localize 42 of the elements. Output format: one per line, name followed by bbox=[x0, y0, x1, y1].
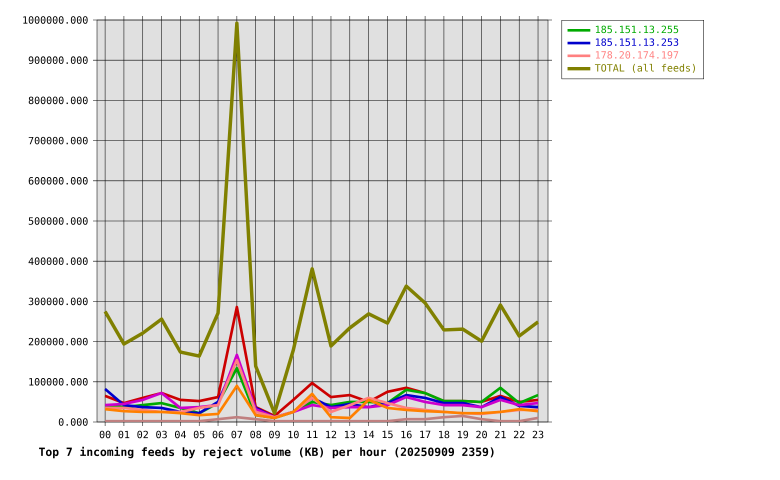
x-tick-label: 20 bbox=[476, 430, 487, 438]
x-tick-label: 01 bbox=[118, 430, 130, 438]
y-tick-label: 100000.000 bbox=[29, 378, 88, 386]
x-tick-label: 17 bbox=[420, 430, 430, 438]
y-tick-label: 500000.000 bbox=[28, 217, 88, 225]
x-tick-label: 19 bbox=[458, 430, 468, 438]
y-tick-label: 700000.000 bbox=[28, 136, 88, 144]
x-tick-label: 18 bbox=[439, 430, 450, 438]
x-tick-label: 00 bbox=[100, 430, 110, 438]
line-series bbox=[104, 384, 540, 420]
x-tick-label: 21 bbox=[495, 430, 506, 438]
y-tick-label: 0.000 bbox=[58, 418, 88, 426]
x-tick-label: 05 bbox=[194, 430, 204, 438]
legend-label: 185.151.13.253 bbox=[596, 38, 678, 46]
x-tick-label: 09 bbox=[269, 430, 280, 438]
x-tick-label: 16 bbox=[401, 430, 412, 438]
x-tick-label: 06 bbox=[212, 430, 224, 438]
x-tick-label: 15 bbox=[382, 430, 393, 438]
y-tick-label: 1000000.000 bbox=[23, 16, 88, 24]
x-tick-label: 08 bbox=[250, 430, 262, 438]
legend-label: TOTAL (all feeds) bbox=[594, 64, 695, 73]
x-tick-label: 14 bbox=[364, 430, 374, 438]
x-tick-label: 03 bbox=[156, 430, 167, 438]
x-tick-label: 11 bbox=[307, 430, 318, 438]
x-tick-label: 04 bbox=[175, 430, 186, 438]
x-tick-label: 22 bbox=[514, 430, 524, 438]
y-tick-label: 900000.000 bbox=[28, 56, 88, 64]
x-tick-label: 12 bbox=[326, 430, 336, 438]
legend-label: 185.151.13.255 bbox=[596, 26, 678, 34]
text: Top 7 incoming feeds by reject volume (KB) per hour (20250909 2359) bbox=[39, 446, 494, 458]
x-tick-label: 13 bbox=[344, 430, 356, 438]
line-series bbox=[103, 21, 540, 415]
y-tick-label: 200000.000 bbox=[28, 338, 88, 346]
y-tick-label: 600000.000 bbox=[28, 177, 88, 185]
y-tick-label: 800000.000 bbox=[28, 96, 88, 104]
x-tick-label: 07 bbox=[231, 430, 242, 438]
x-tick-label: 23 bbox=[532, 430, 544, 438]
x-tick-label: 10 bbox=[288, 430, 299, 438]
y-tick-label: 400000.000 bbox=[28, 257, 88, 265]
y-tick-label: 300000.000 bbox=[28, 298, 88, 306]
x-tick-label: 02 bbox=[137, 430, 148, 438]
legend-label: 178.20.174.197 bbox=[596, 51, 678, 59]
